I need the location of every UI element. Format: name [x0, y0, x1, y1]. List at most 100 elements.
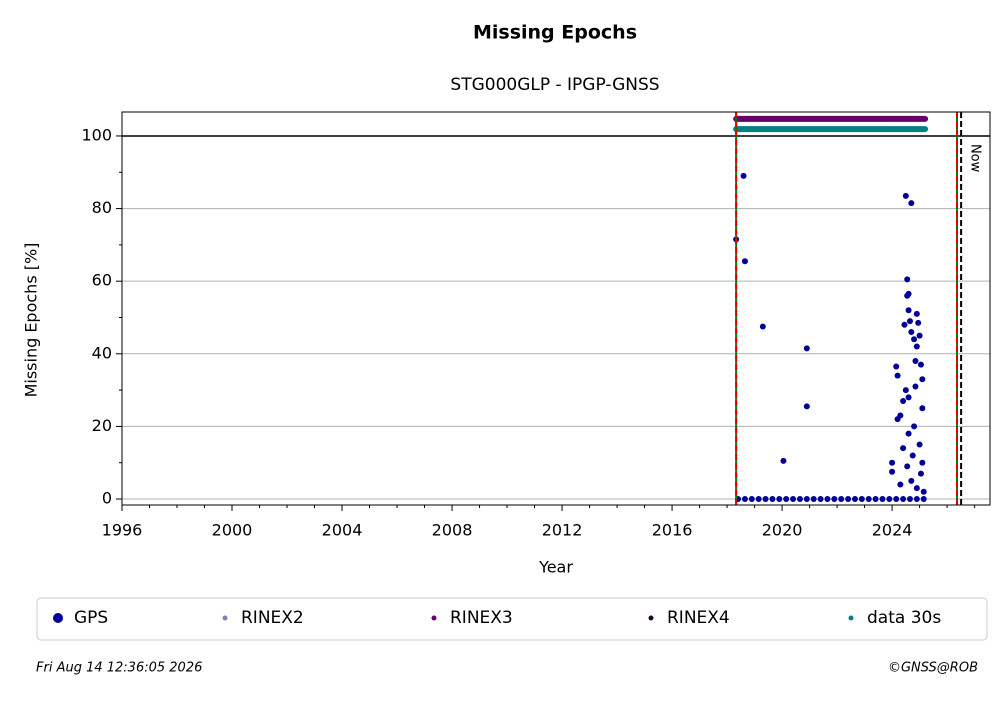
- y-tick-label: 60: [92, 271, 112, 290]
- data-point: [912, 383, 919, 390]
- data-point: [803, 345, 810, 352]
- data-point: [893, 363, 900, 370]
- data-point: [902, 387, 909, 394]
- data-point: [915, 319, 922, 326]
- data-point: [901, 321, 908, 328]
- data-point: [762, 496, 769, 503]
- data-point: [904, 276, 911, 283]
- data-point: [912, 358, 919, 365]
- footer-left: Fri Aug 14 12:36:05 2026: [36, 661, 202, 676]
- legend-label: data 30s: [867, 608, 941, 628]
- legend-label: GPS: [74, 608, 108, 628]
- data-point: [920, 496, 927, 503]
- y-tick-label: 20: [92, 416, 112, 435]
- data-point: [831, 496, 838, 503]
- x-axis-label: Year: [538, 558, 573, 577]
- data-point: [879, 496, 886, 503]
- x-tick-label: 2004: [322, 521, 363, 540]
- data-point: [917, 361, 924, 368]
- data-point: [906, 318, 913, 325]
- data-point: [913, 343, 920, 350]
- data-point: [913, 496, 920, 503]
- legend-marker: [431, 615, 437, 621]
- data-point: [889, 468, 896, 475]
- x-tick-label: 2020: [762, 521, 803, 540]
- data-point: [917, 470, 924, 477]
- data-point: [908, 200, 915, 207]
- data-point: [900, 445, 907, 452]
- data-point: [872, 496, 879, 503]
- data-point: [741, 258, 748, 265]
- data-point: [817, 496, 824, 503]
- data-point: [916, 441, 923, 448]
- data-point: [908, 329, 915, 336]
- data-point: [780, 457, 787, 464]
- footer-right: ©GNSS@ROB: [888, 661, 978, 676]
- data-point: [755, 496, 762, 503]
- data-point: [913, 485, 920, 492]
- data-point: [886, 496, 893, 503]
- data-point: [894, 372, 901, 379]
- data-point: [905, 394, 912, 401]
- y-tick-label: 100: [81, 125, 112, 144]
- data-point: [909, 452, 916, 459]
- data-point: [911, 423, 918, 430]
- data-point: [838, 496, 845, 503]
- data-point: [900, 496, 907, 503]
- data-point: [865, 496, 872, 503]
- legend: [36, 597, 988, 641]
- legend-label: RINEX4: [667, 608, 730, 628]
- data-point: [906, 496, 913, 503]
- x-tick-label: 2016: [652, 521, 693, 540]
- data-point: [824, 496, 831, 503]
- x-tick-label: 2000: [212, 521, 253, 540]
- data-point: [893, 496, 900, 503]
- data-point: [897, 412, 904, 419]
- data-point: [916, 332, 923, 339]
- data-point: [858, 496, 865, 503]
- data-point: [810, 496, 817, 503]
- data-point: [783, 496, 790, 503]
- data-point: [905, 430, 912, 437]
- plot-frame: [121, 111, 991, 506]
- data-point: [796, 496, 803, 503]
- data-point: [889, 459, 896, 466]
- data-point: [897, 481, 904, 488]
- x-tick-label: 2012: [542, 521, 583, 540]
- data-point: [851, 496, 858, 503]
- data-point: [803, 403, 810, 410]
- data-point: [740, 172, 747, 179]
- data-point: [776, 496, 783, 503]
- annotation: Now: [968, 144, 983, 173]
- x-tick-label: 2008: [432, 521, 473, 540]
- data-point: [908, 477, 915, 484]
- data-point: [803, 496, 810, 503]
- data-point: [900, 397, 907, 404]
- data-point: [920, 488, 927, 495]
- legend-label: RINEX2: [241, 608, 304, 628]
- data-point: [845, 496, 852, 503]
- x-tick-label: 2024: [872, 521, 913, 540]
- legend-marker: [53, 613, 63, 623]
- data-point: [905, 290, 912, 297]
- y-axis-label: Missing Epochs [%]: [22, 243, 41, 398]
- chart-title: Missing Epochs: [473, 22, 637, 44]
- data-point: [790, 496, 797, 503]
- y-tick-label: 80: [92, 198, 112, 217]
- data-point: [913, 310, 920, 317]
- data-point: [919, 376, 926, 383]
- legend-marker: [222, 615, 228, 621]
- data-point: [904, 463, 911, 470]
- data-point: [759, 323, 766, 330]
- chart-subtitle: STG000GLP - IPGP-GNSS: [450, 75, 659, 95]
- legend-marker: [648, 615, 654, 621]
- x-tick-label: 1996: [102, 521, 143, 540]
- data-point: [748, 496, 755, 503]
- data-point: [919, 405, 926, 412]
- legend-marker: [848, 615, 854, 621]
- data-point: [905, 307, 912, 314]
- legend-label: RINEX3: [450, 608, 513, 628]
- data-point: [741, 496, 748, 503]
- y-tick-label: 40: [92, 343, 112, 362]
